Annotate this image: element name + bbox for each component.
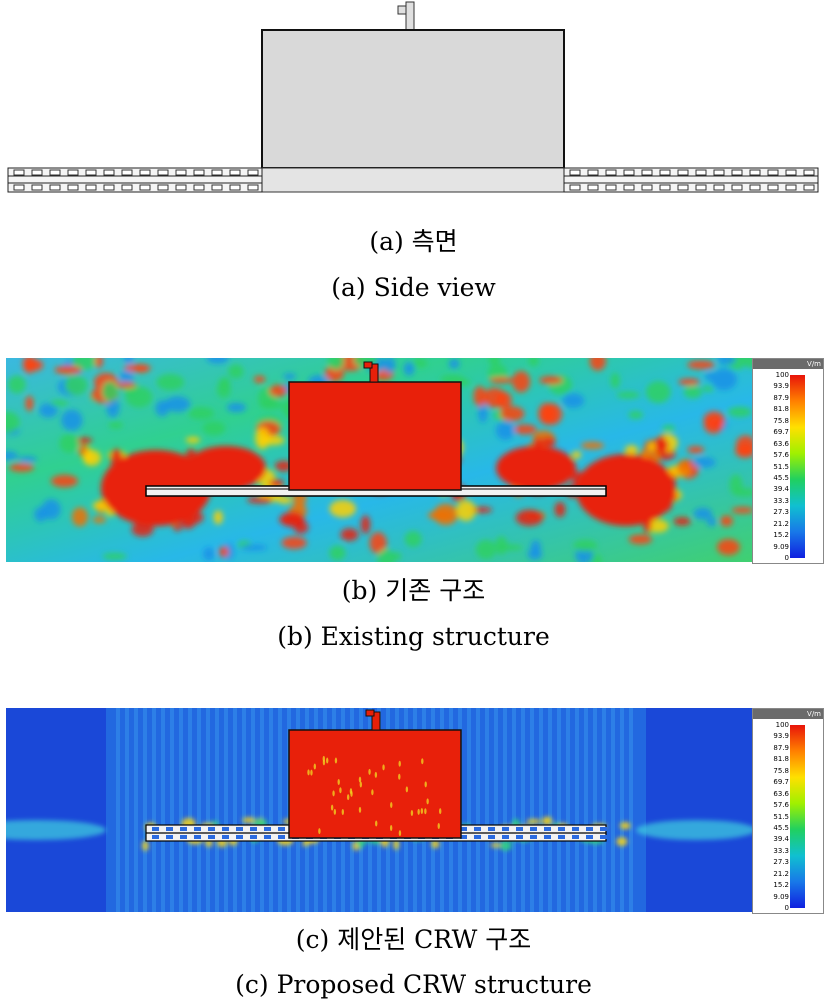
caption-a-english: (a) Side view	[331, 273, 496, 302]
field-plot-proposed	[6, 708, 752, 912]
color-scale-tick: 81.8	[773, 755, 789, 764]
color-scale-tick: 21.2	[773, 869, 789, 878]
color-scale-tick: 27.3	[773, 858, 789, 867]
color-scale-tick: 15.2	[773, 881, 789, 890]
color-scale-unit-b: V/m	[753, 359, 823, 369]
color-scale-tick: 51.5	[773, 812, 789, 821]
color-scale-tick: 27.3	[773, 508, 789, 517]
color-scale-tick: 45.5	[773, 473, 789, 482]
color-scale-tick: 15.2	[773, 531, 789, 540]
color-scale-c: V/m 100 93.9 87.9 81.8 75.8 69.7 63.6 57.6 51.5 4…	[752, 708, 824, 914]
color-scale-tick: 21.2	[773, 519, 789, 528]
color-scale-unit-c: V/m	[753, 709, 823, 719]
color-scale-tick: 93.9	[773, 732, 789, 741]
color-scale-tick: 75.8	[773, 416, 789, 425]
color-scale-tick: 81.8	[773, 405, 789, 414]
color-scale-tick: 33.3	[773, 496, 789, 505]
color-scale-tick: 69.7	[773, 778, 789, 787]
color-scale-tick: 69.7	[773, 428, 789, 437]
color-scale-tick: 100	[775, 371, 789, 379]
caption-c-korean: (c) 제안된 CRW 구조	[295, 925, 532, 954]
caption-b-korean: (b) 기존 구조	[341, 576, 486, 605]
caption-a-korean: (a) 측면	[369, 227, 458, 256]
color-scale-gradient-c	[790, 725, 805, 908]
caption-b-english: (b) Existing structure	[277, 622, 550, 651]
color-scale-tick: 63.6	[773, 789, 789, 798]
color-scale-tick: 63.6	[773, 439, 789, 448]
color-scale-tick: 0	[784, 904, 789, 912]
color-scale-tick: 87.9	[773, 743, 789, 752]
color-scale-tick: 100	[775, 721, 789, 729]
color-scale-tick: 9.09	[773, 542, 789, 551]
caption-c-english: (c) Proposed CRW structure	[235, 970, 592, 999]
color-scale-tick: 93.9	[773, 382, 789, 391]
color-scale-tick: 33.3	[773, 846, 789, 855]
color-scale-tick: 75.8	[773, 766, 789, 775]
field-plot-existing	[6, 358, 752, 562]
color-scale-tick: 45.5	[773, 823, 789, 832]
color-scale-tick: 87.9	[773, 393, 789, 402]
color-scale-tick: 9.09	[773, 892, 789, 901]
side-view-diagram	[7, 1, 819, 193]
color-scale-tick: 39.4	[773, 485, 789, 494]
color-scale-b: V/m 100 93.9 87.9 81.8 75.8 69.7 63.6 57.6 51.5 4…	[752, 358, 824, 564]
color-scale-tick: 57.6	[773, 801, 789, 810]
color-scale-tick: 51.5	[773, 462, 789, 471]
color-scale-tick: 0	[784, 554, 789, 562]
color-scale-tick: 39.4	[773, 835, 789, 844]
color-scale-tick: 57.6	[773, 451, 789, 460]
color-scale-gradient-b	[790, 375, 805, 558]
